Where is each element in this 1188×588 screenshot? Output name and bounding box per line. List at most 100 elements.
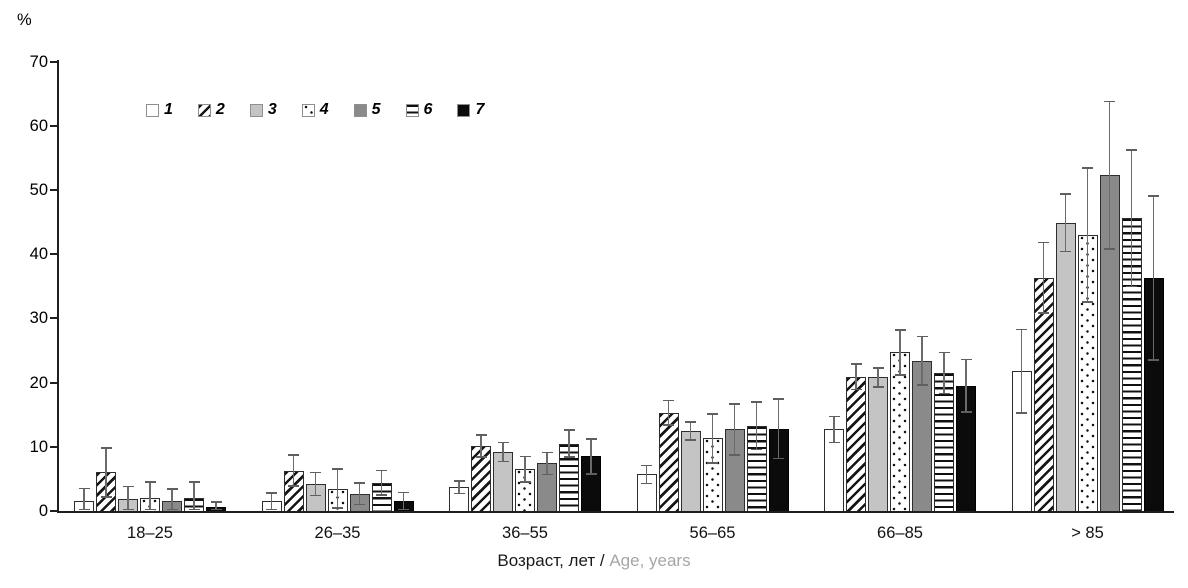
legend-label: 7 (475, 101, 485, 118)
error-cap-bottom (332, 506, 343, 509)
bar-series-3-group-6 (1055, 222, 1076, 511)
y-tick-label: 20 (29, 373, 48, 392)
error-bar-series-3-group-1 (127, 486, 129, 510)
legend-swatch-light-gray-icon (249, 103, 263, 117)
error-cap-bottom (475, 456, 487, 458)
error-bar-series-2-group-3 (480, 435, 482, 458)
legend-swatch-dotted-icon (301, 103, 315, 117)
error-cap-bottom (188, 508, 200, 511)
y-tick-mark (50, 253, 57, 256)
y-tick-label: 10 (29, 437, 48, 456)
y-tick-mark (50, 124, 57, 127)
error-cap-bottom (707, 462, 718, 464)
x-category-label: 66–85 (877, 524, 923, 542)
error-bar-series-7-group-5 (965, 359, 967, 413)
bar-series-3-group-5 (868, 377, 888, 511)
x-category-label: 18–25 (127, 524, 173, 542)
error-cap-top (210, 501, 222, 503)
x-axis-title: Возраст, лет / Age, years (0, 551, 1188, 571)
error-cap-bottom (916, 384, 928, 386)
error-cap-bottom (266, 508, 277, 511)
x-category-label: > 85 (1071, 524, 1104, 542)
legend-label: 3 (267, 101, 277, 118)
error-bar-series-4-group-4 (711, 414, 714, 463)
error-bar-series-1-group-4 (645, 465, 648, 484)
y-axis-unit-label: % (17, 11, 32, 29)
error-cap-top (310, 471, 321, 474)
error-cap-bottom (166, 508, 178, 511)
bar-series-4-group-4 (702, 438, 723, 511)
y-tick-label: 40 (29, 245, 48, 264)
error-cap-top (519, 455, 531, 458)
error-cap-top (773, 398, 784, 401)
error-bar-series-6-group-3 (568, 430, 570, 458)
error-cap-top (685, 420, 696, 423)
error-cap-bottom (894, 374, 906, 376)
error-cap-bottom (310, 494, 321, 497)
error-bar-series-3-group-5 (877, 367, 879, 388)
error-cap-bottom (122, 508, 134, 511)
x-category-label: 56–65 (689, 524, 736, 542)
error-bar-series-6-group-2 (380, 470, 383, 495)
error-bar-series-2-group-4 (667, 400, 670, 425)
legend-swatch-horizontal-lines-icon (405, 103, 419, 117)
error-cap-bottom (1126, 285, 1137, 288)
y-tick-label: 50 (29, 181, 48, 199)
error-cap-bottom (497, 460, 509, 463)
x-category-label: 26–35 (314, 524, 361, 542)
error-cap-bottom (641, 482, 652, 485)
error-cap-bottom (519, 481, 531, 483)
error-bar-series-3-group-6 (1064, 193, 1067, 252)
x-axis-title-ru: Возраст, лет / (497, 551, 605, 570)
legend-swatch-dark-gray-icon (353, 103, 367, 117)
error-bar-series-1-group-3 (458, 480, 460, 494)
error-cap-bottom (78, 508, 90, 511)
error-bar-series-7-group-2 (402, 492, 405, 510)
error-bar-series-6-group-4 (755, 401, 758, 450)
error-cap-top (894, 329, 906, 331)
error-cap-bottom (210, 508, 222, 511)
error-cap-bottom (1082, 300, 1093, 303)
error-cap-top (188, 481, 200, 483)
error-cap-top (100, 447, 112, 449)
error-bar-series-2-group-1 (105, 448, 107, 497)
error-bar-series-6-group-1 (193, 482, 195, 510)
y-tick-mark (50, 60, 57, 63)
error-bar-series-6-group-5 (943, 352, 945, 394)
error-bar-series-4-group-3 (524, 456, 526, 483)
legend-swatch-diagonal-hatch-icon (197, 103, 211, 117)
error-bar-series-7-group-1 (215, 502, 217, 510)
legend-label: 6 (423, 101, 433, 118)
y-tick-mark (50, 317, 57, 320)
error-cap-top (1148, 194, 1159, 197)
bar-series-4-group-5 (890, 352, 910, 511)
error-cap-top (563, 429, 575, 431)
bar-series-4-group-6 (1077, 234, 1098, 511)
error-cap-top (872, 367, 884, 369)
bar-series-2-group-5 (846, 376, 866, 511)
error-cap-top (475, 434, 487, 437)
error-cap-top (1060, 193, 1071, 195)
legend-swatch-black-icon (457, 103, 471, 117)
y-tick-label: 30 (29, 309, 48, 328)
error-cap-bottom (1016, 411, 1027, 414)
error-bar-series-1-group-2 (270, 493, 273, 510)
x-axis-title-en: Age, years (609, 551, 691, 570)
error-cap-top (354, 481, 365, 484)
error-bar-series-5-group-6 (1108, 101, 1111, 250)
error-cap-top (663, 399, 674, 402)
error-cap-top (288, 454, 299, 456)
error-cap-bottom (453, 492, 465, 495)
error-cap-bottom (685, 438, 696, 441)
error-cap-top (1016, 328, 1027, 331)
error-cap-bottom (729, 454, 740, 456)
error-cap-top (729, 402, 740, 405)
error-bar-series-5-group-4 (733, 403, 736, 456)
error-bar-series-6-group-6 (1130, 150, 1133, 287)
error-cap-top (938, 351, 950, 354)
error-cap-top (144, 481, 156, 483)
legend-label: 1 (164, 101, 173, 118)
error-bar-series-7-group-3 (590, 439, 592, 474)
x-axis-line (57, 511, 1174, 513)
y-tick-mark (50, 381, 57, 384)
